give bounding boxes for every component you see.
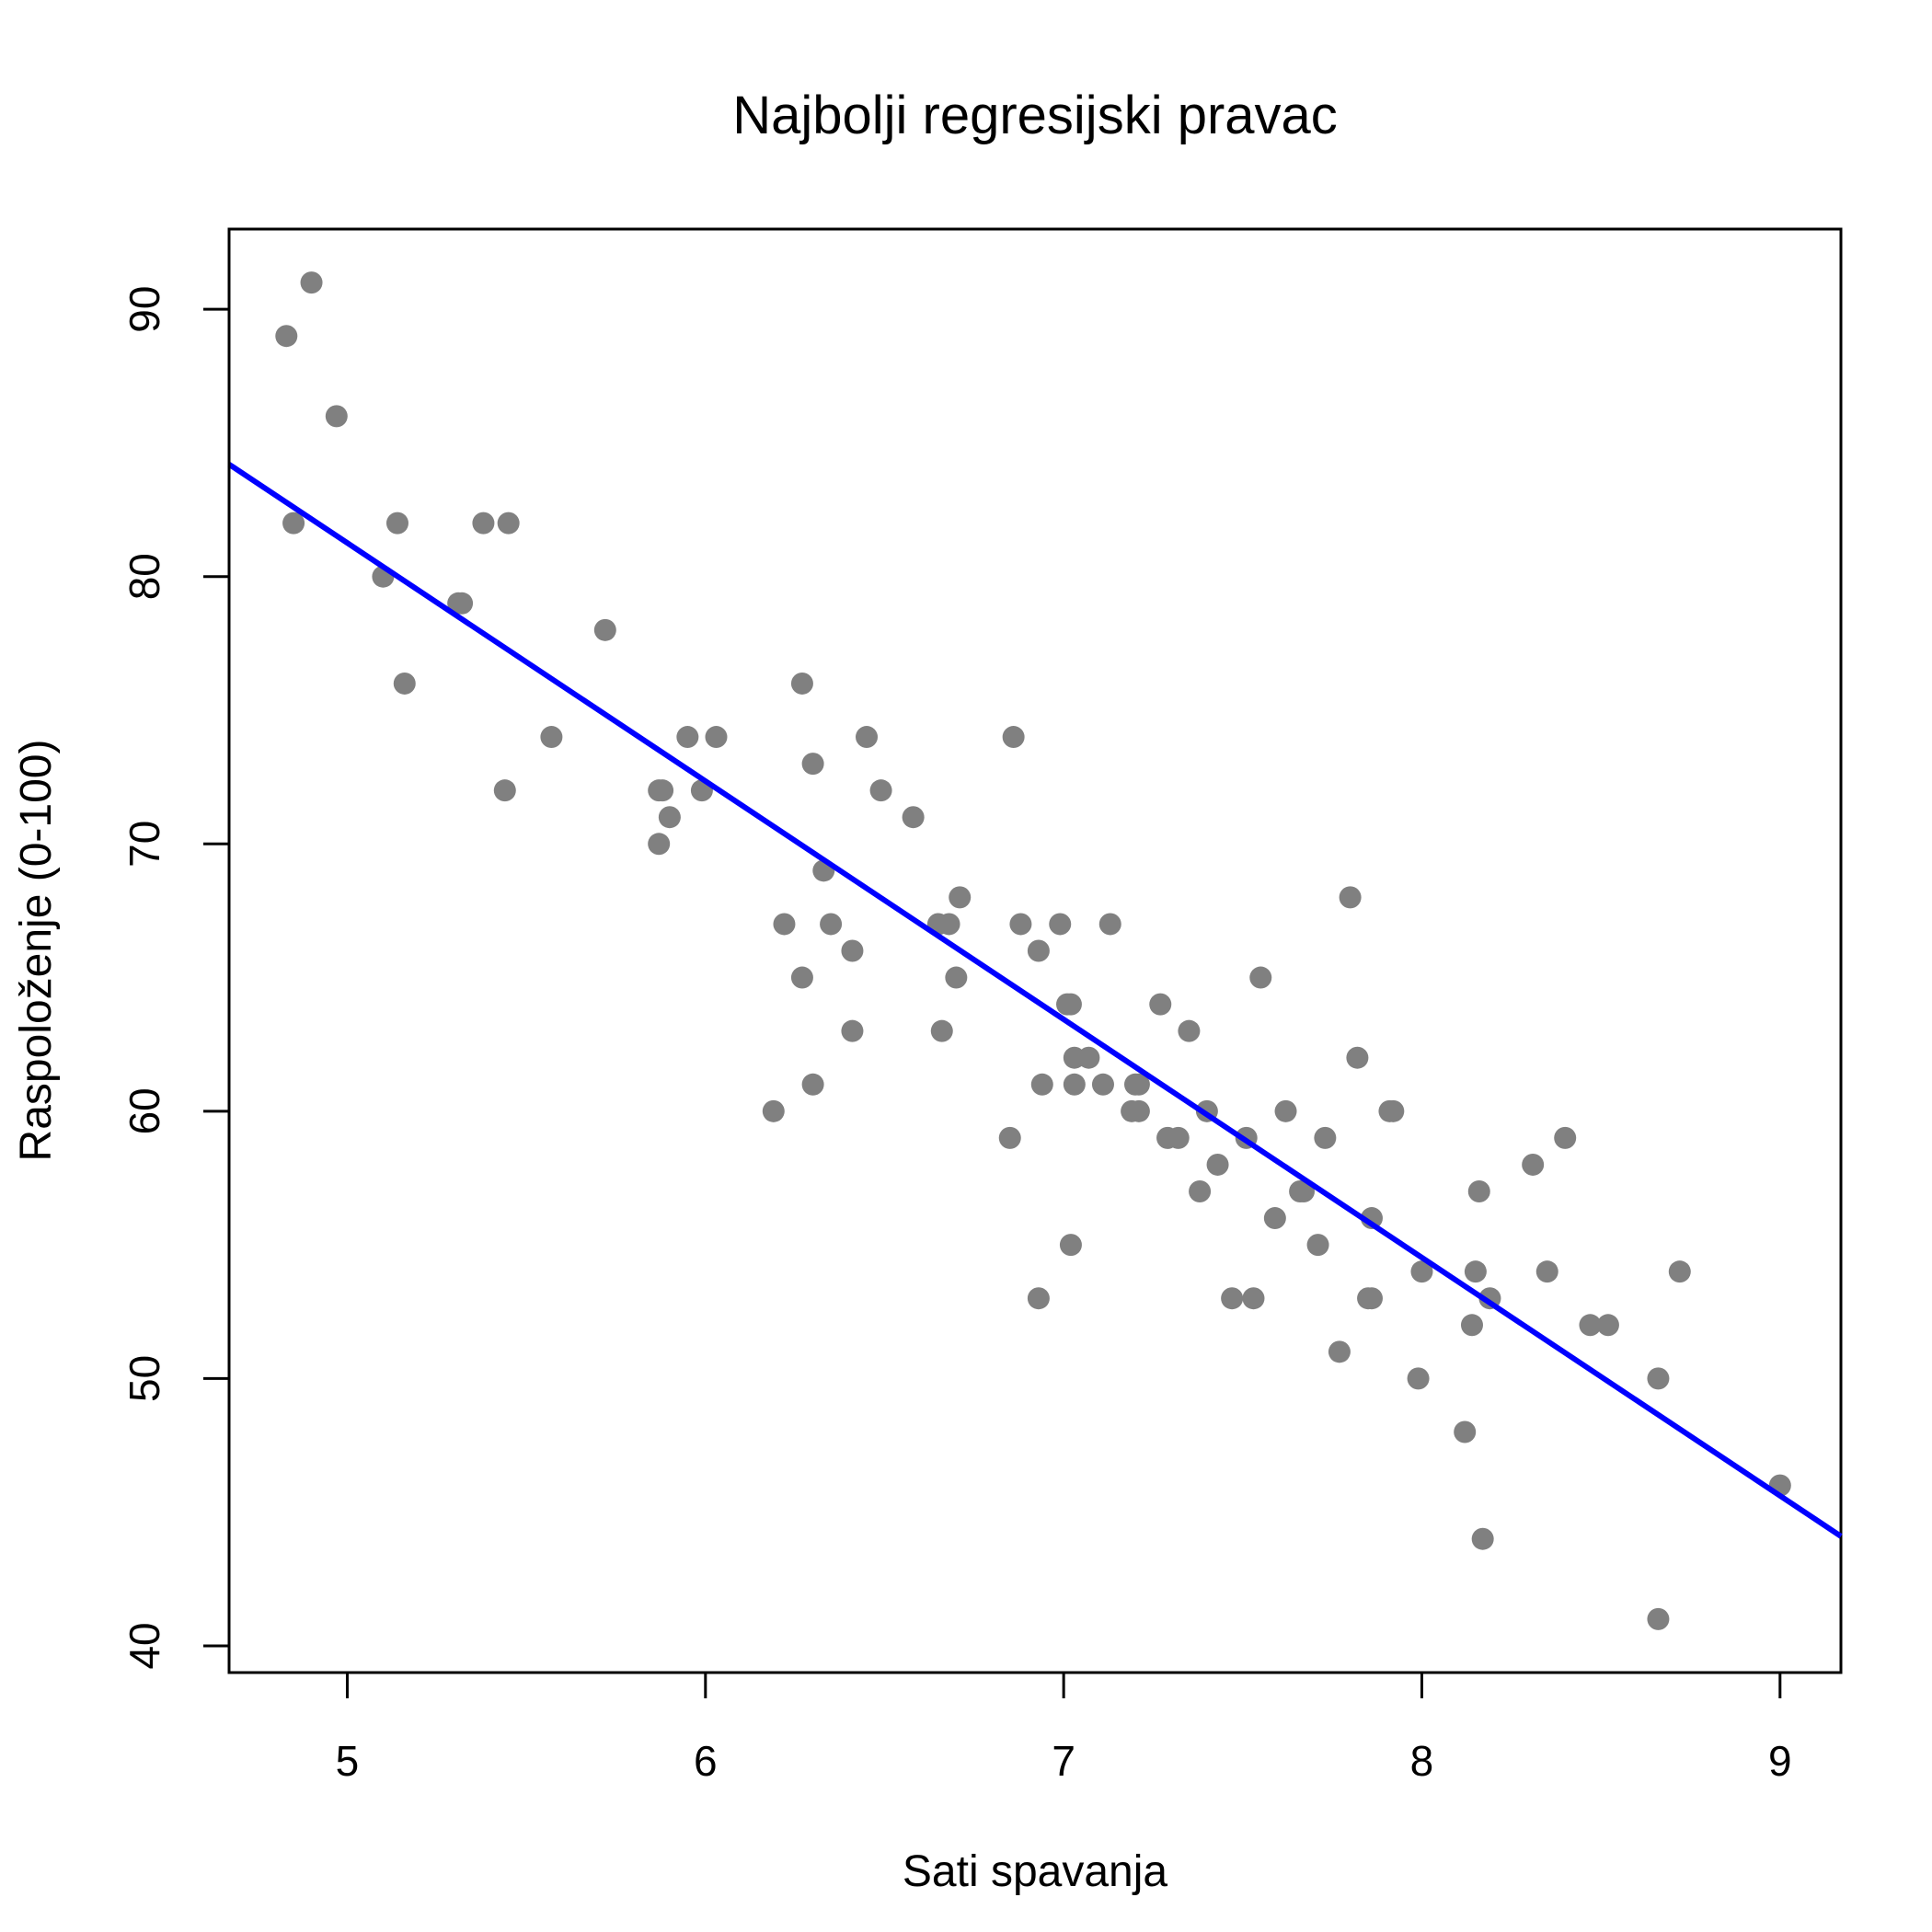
y-tick-label: 60: [121, 1087, 168, 1134]
data-point: [801, 753, 824, 776]
data-point: [275, 325, 298, 348]
data-point: [801, 1073, 824, 1096]
x-tick-label: 9: [1768, 1737, 1792, 1785]
x-tick-label: 8: [1410, 1737, 1434, 1785]
data-point: [493, 779, 516, 802]
data-point: [593, 618, 616, 641]
data-point: [1467, 1180, 1490, 1202]
data-point: [773, 913, 796, 936]
data-point: [1009, 913, 1032, 936]
data-point: [393, 672, 416, 695]
data-point: [1522, 1153, 1545, 1176]
data-point: [856, 726, 879, 749]
data-point: [1668, 1260, 1691, 1283]
data-point: [1167, 1126, 1190, 1149]
x-tick-label: 7: [1052, 1737, 1075, 1785]
y-axis: 40 50 60 70 80 90: [121, 286, 231, 1670]
data-point: [1274, 1099, 1297, 1122]
data-point: [902, 806, 925, 829]
data-point: [1249, 966, 1272, 989]
data-point: [1049, 913, 1072, 936]
data-point: [540, 726, 563, 749]
data-point: [1346, 1046, 1369, 1069]
data-point: [1127, 1073, 1150, 1096]
data-point: [282, 512, 305, 535]
y-tick-label: 40: [121, 1622, 168, 1669]
x-axis-label: Sati spavanja: [903, 1847, 1167, 1896]
data-point: [1647, 1607, 1670, 1630]
data-points-layer: [275, 271, 1791, 1630]
data-point: [1328, 1340, 1351, 1363]
x-tick-label: 6: [694, 1737, 718, 1785]
data-point: [1407, 1367, 1430, 1390]
data-point: [998, 1126, 1021, 1149]
data-point: [762, 1099, 785, 1122]
chart-title: Najbolji regresijski pravac: [732, 86, 1338, 145]
data-point: [1263, 1207, 1286, 1230]
data-point: [937, 913, 960, 936]
data-point: [1098, 913, 1121, 936]
data-point: [1410, 1260, 1433, 1283]
data-point: [790, 672, 813, 695]
data-point: [1464, 1260, 1487, 1283]
data-point: [1030, 1073, 1053, 1096]
y-tick-label: 70: [121, 821, 168, 868]
data-point: [1059, 1234, 1082, 1257]
data-point: [841, 1019, 864, 1042]
data-point: [1596, 1314, 1619, 1337]
data-point: [1242, 1287, 1265, 1310]
data-point: [1206, 1153, 1229, 1176]
data-point: [869, 779, 892, 802]
data-point: [841, 939, 864, 962]
data-point: [1027, 939, 1050, 962]
data-point: [1178, 1019, 1201, 1042]
data-point: [949, 886, 972, 909]
x-axis: 5 6 7 8 9: [336, 1671, 1792, 1785]
data-point: [1554, 1126, 1577, 1149]
data-point: [1063, 1073, 1086, 1096]
data-point: [1454, 1420, 1477, 1443]
data-point: [1339, 886, 1362, 909]
data-point: [705, 726, 728, 749]
x-tick-label: 5: [336, 1737, 360, 1785]
data-point: [945, 966, 968, 989]
data-point: [1314, 1126, 1337, 1149]
data-point: [1579, 1314, 1602, 1337]
data-point: [1647, 1367, 1670, 1390]
data-point: [1360, 1287, 1383, 1310]
data-point: [648, 833, 671, 856]
data-point: [1002, 726, 1025, 749]
data-point: [385, 512, 408, 535]
y-tick-label: 80: [121, 553, 168, 600]
data-point: [497, 512, 520, 535]
data-point: [790, 966, 813, 989]
data-point: [676, 726, 699, 749]
data-point: [472, 512, 495, 535]
y-tick-label: 90: [121, 286, 168, 333]
data-point: [930, 1019, 953, 1042]
data-point: [1059, 993, 1082, 1016]
data-point: [1077, 1046, 1100, 1069]
data-point: [651, 779, 674, 802]
data-point: [658, 806, 681, 829]
data-point: [325, 405, 348, 428]
data-point: [1189, 1180, 1212, 1202]
y-axis-label: Raspoloženje (0-100): [12, 740, 61, 1162]
y-tick-label: 50: [121, 1355, 168, 1402]
data-point: [1027, 1287, 1050, 1310]
data-point: [1471, 1527, 1494, 1550]
regression-line: [227, 462, 1843, 1539]
data-point: [1149, 993, 1172, 1016]
data-point: [451, 592, 474, 615]
data-point: [1127, 1099, 1150, 1122]
data-point: [820, 913, 843, 936]
data-point: [1091, 1073, 1114, 1096]
data-point: [1221, 1287, 1244, 1310]
data-point: [1535, 1260, 1558, 1283]
data-point: [1306, 1234, 1329, 1257]
data-point: [1382, 1099, 1405, 1122]
data-point: [1460, 1314, 1483, 1337]
data-point: [300, 271, 323, 294]
